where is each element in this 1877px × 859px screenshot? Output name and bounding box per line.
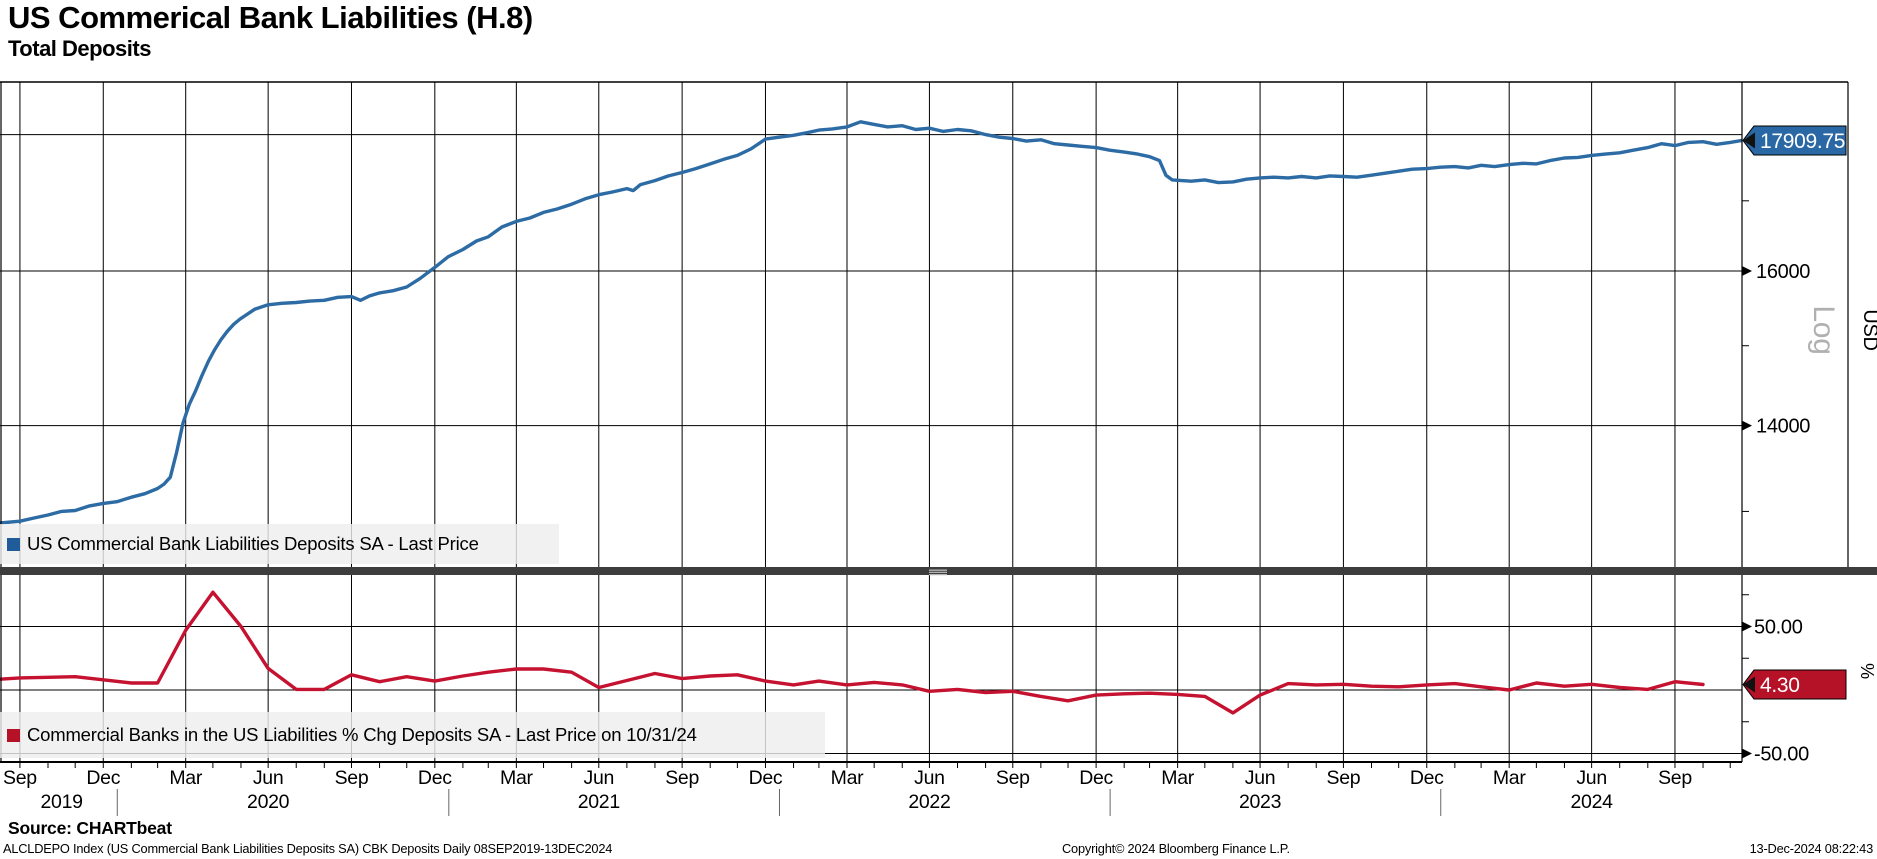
x-year-label: 2024 xyxy=(1571,791,1614,813)
axis-tick-arrow xyxy=(1742,621,1752,632)
legend-swatch-red xyxy=(7,728,20,742)
x-tick-label: Mar xyxy=(831,767,864,789)
x-tick-label: Dec xyxy=(1079,767,1113,789)
copyright-notice: Copyright© 2024 Bloomberg Finance L.P. xyxy=(1062,841,1290,856)
x-year-label: 2021 xyxy=(578,791,620,813)
x-year-label: 2019 xyxy=(41,791,83,813)
x-year-label: 2022 xyxy=(908,791,950,813)
x-tick-label: Mar xyxy=(169,767,202,789)
legend-bottom-label: Commercial Banks in the US Liabilities %… xyxy=(27,724,697,745)
last-price-badge-deposits xyxy=(1742,125,1847,156)
x-tick-label: Jun xyxy=(584,767,615,789)
last-price-badge-pct-arrow xyxy=(1743,676,1755,693)
legend-swatch-blue xyxy=(7,537,20,551)
source-label: Source: CHARTbeat xyxy=(8,818,172,838)
page-subtitle: Total Deposits xyxy=(8,36,151,61)
axis-tick-arrow xyxy=(1742,266,1752,276)
x-tick-label: Sep xyxy=(335,767,369,789)
x-tick-label: Jun xyxy=(914,767,945,789)
panel-divider[interactable] xyxy=(0,567,1877,575)
usd-unit-label: USD xyxy=(1859,309,1877,350)
x-tick-label: Dec xyxy=(1410,767,1444,789)
x-tick-label: Dec xyxy=(749,767,783,789)
x-tick-label: Mar xyxy=(1493,767,1526,789)
x-tick-label: Mar xyxy=(1161,767,1194,789)
legend-top-panel[interactable]: US Commercial Bank Liabilities Deposits … xyxy=(0,524,559,564)
x-tick-label: Sep xyxy=(3,767,37,789)
x-tick-label: Jun xyxy=(253,767,284,789)
deposits-line xyxy=(0,120,1742,525)
legend-top-label: US Commercial Bank Liabilities Deposits … xyxy=(27,533,479,554)
y-tick-label-top: 16000 xyxy=(1756,261,1810,283)
last-price-badge-deposits-text: 17909.75 xyxy=(1760,130,1845,153)
log-scale-label: Log xyxy=(1807,305,1840,354)
x-year-label: 2020 xyxy=(247,791,290,813)
x-tick-label: Mar xyxy=(500,767,533,789)
axis-tick-arrow xyxy=(1742,748,1752,759)
percent-unit-label: % xyxy=(1857,663,1877,679)
last-price-badge-pct-text: 4.30 xyxy=(1760,674,1800,697)
x-tick-label: Sep xyxy=(1658,767,1692,789)
y-tick-label-bottom: 50.00 xyxy=(1754,617,1803,639)
last-price-badge-deposits-arrow xyxy=(1743,132,1755,149)
ticker-description: ALCLDEPO Index (US Commercial Bank Liabi… xyxy=(3,841,613,856)
x-tick-label: Jun xyxy=(1245,767,1276,789)
page-title: US Commerical Bank Liabilities (H.8) xyxy=(8,0,533,35)
y-tick-label-top: 14000 xyxy=(1756,416,1810,438)
x-tick-label: Dec xyxy=(86,767,120,789)
y-tick-label-bottom: -50.00 xyxy=(1754,744,1809,766)
x-tick-label: Sep xyxy=(1327,767,1361,789)
pct-change-line xyxy=(0,590,1705,715)
x-tick-label: Sep xyxy=(996,767,1030,789)
x-tick-label: Dec xyxy=(418,767,452,789)
x-tick-label: Jun xyxy=(1576,767,1607,789)
last-price-badge-pct xyxy=(1742,669,1847,700)
x-year-label: 2023 xyxy=(1239,791,1281,813)
legend-bottom-panel[interactable]: Commercial Banks in the US Liabilities %… xyxy=(0,712,825,758)
x-tick-label: Sep xyxy=(665,767,699,789)
timestamp: 13-Dec-2024 08:22:43 xyxy=(1749,841,1874,856)
axis-tick-arrow xyxy=(1742,420,1752,431)
